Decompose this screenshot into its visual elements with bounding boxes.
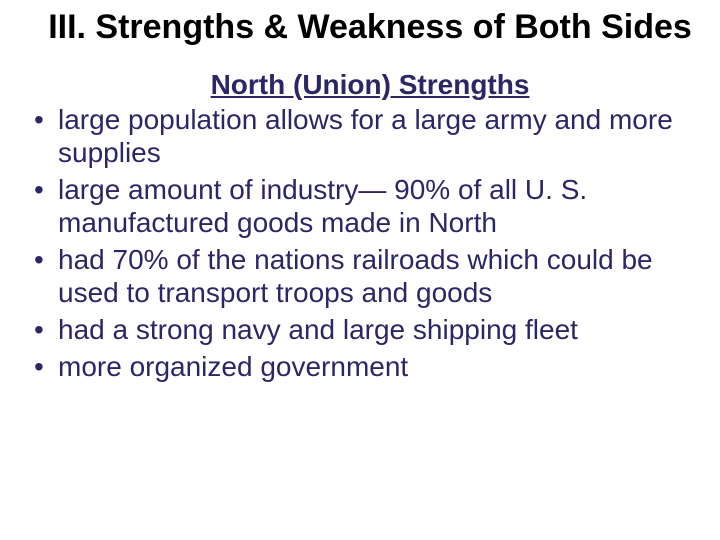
slide: III. Strengths & Weakness of Both Sides …: [0, 0, 720, 540]
bullet-item: had a strong navy and large shipping fle…: [58, 313, 704, 346]
bullet-item: had 70% of the nations railroads which c…: [58, 243, 704, 309]
bullet-item: large population allows for a large army…: [58, 103, 704, 169]
bullet-item: more organized government: [58, 350, 704, 383]
slide-title: III. Strengths & Weakness of Both Sides: [30, 8, 710, 47]
slide-subheading: North (Union) Strengths: [30, 69, 710, 101]
bullet-list: large population allows for a large army…: [30, 103, 710, 383]
bullet-item: large amount of industry— 90% of all U. …: [58, 173, 704, 239]
